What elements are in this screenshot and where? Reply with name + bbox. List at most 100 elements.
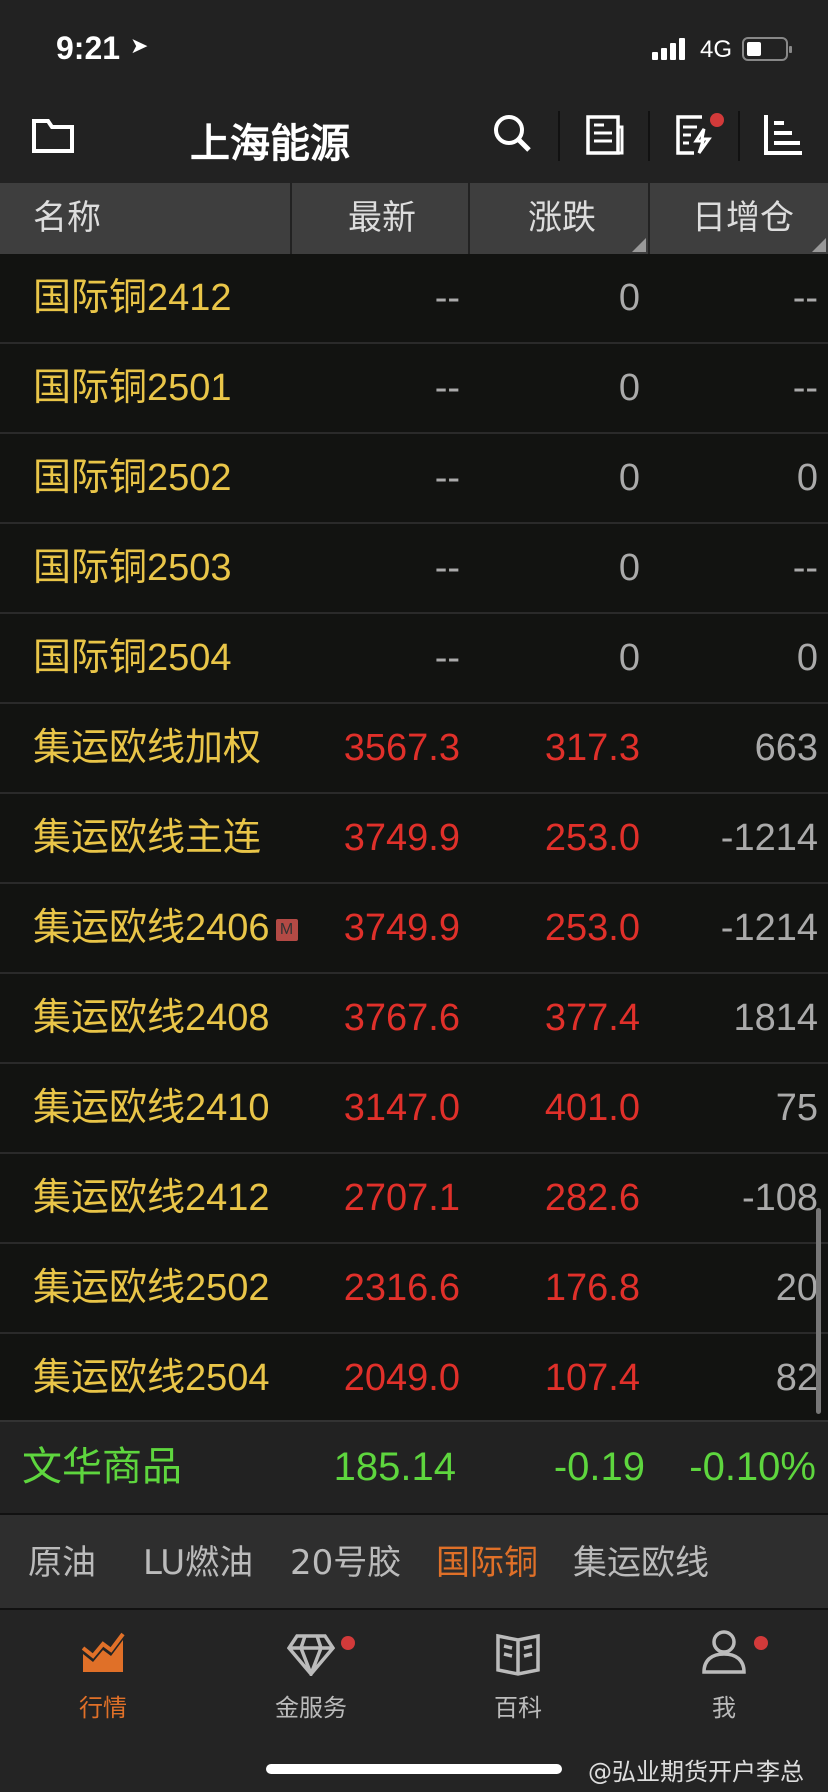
index-change: -0.19	[553, 1445, 645, 1489]
table-row[interactable]: 集运欧线加权 3567.3 317.3 663	[0, 704, 828, 794]
table-row[interactable]: 集运欧线2502 2316.6 176.8 20	[0, 1244, 828, 1334]
contract-name: 集运欧线2410	[33, 1087, 270, 1129]
table-row[interactable]: 集运欧线2412 2707.1 282.6 -108	[0, 1154, 828, 1244]
latest-price: 3567.3	[343, 727, 460, 769]
table-row[interactable]: 集运欧线2406 M 3749.9 253.0 -1214	[0, 884, 828, 974]
table-row[interactable]: 国际铜2412 -- 0 --	[0, 254, 828, 344]
table-row[interactable]: 国际铜2503 -- 0 --	[0, 524, 828, 614]
daily-oi-change: --	[792, 277, 818, 319]
price-change: 0	[618, 457, 640, 499]
contract-name: 集运欧线2504	[33, 1357, 270, 1399]
nav-item[interactable]: 百科	[458, 1628, 578, 1723]
sort-indicator-icon	[632, 238, 646, 252]
table-row[interactable]: 集运欧线2408 3767.6 377.4 1814	[0, 974, 828, 1064]
nav-item[interactable]: 行情	[43, 1628, 163, 1723]
latest-price: --	[434, 367, 460, 409]
category-tab[interactable]: 集运欧线	[573, 1543, 709, 1583]
table-row[interactable]: 国际铜2504 -- 0 0	[0, 614, 828, 704]
daily-oi-change: --	[792, 367, 818, 409]
bottom-nav: 行情 金服务 百科 我	[0, 1610, 828, 1792]
contract-name: 国际铜2412	[33, 277, 232, 319]
header-latest[interactable]: 最新	[292, 183, 470, 254]
quote-list: 国际铜2412 -- 0 -- 国际铜2501 -- 0 -- 国际铜2502 --…	[0, 254, 828, 1424]
price-change: 0	[618, 367, 640, 409]
price-change: 0	[618, 547, 640, 589]
latest-price: 3767.6	[343, 997, 460, 1039]
latest-price: 2049.0	[343, 1357, 460, 1399]
ranking-icon[interactable]	[760, 111, 806, 157]
nav-label: 金服务	[275, 1694, 347, 1722]
price-change: 282.6	[544, 1177, 640, 1219]
diamond-icon	[287, 1634, 335, 1676]
category-tab[interactable]: 国际铜	[436, 1543, 538, 1583]
table-row[interactable]: 集运欧线2410 3147.0 401.0 75	[0, 1064, 828, 1154]
header-change[interactable]: 涨跌	[470, 183, 650, 254]
nav-item[interactable]: 我	[664, 1628, 784, 1723]
category-tab[interactable]: LU燃油	[143, 1543, 254, 1583]
signal-icon	[652, 38, 685, 60]
contract-name: 国际铜2501	[33, 367, 232, 409]
news-icon[interactable]	[582, 111, 628, 157]
daily-oi-change: -108	[741, 1177, 818, 1219]
contract-name: 国际铜2504	[33, 637, 232, 679]
index-summary-bar[interactable]: 文华商品 185.14 -0.19 -0.10%	[0, 1420, 828, 1513]
contract-name: 集运欧线加权	[33, 727, 262, 769]
contract-name: 集运欧线2412	[33, 1177, 270, 1219]
category-tab[interactable]: 原油	[28, 1543, 96, 1583]
daily-oi-change: --	[792, 547, 818, 589]
price-change: 317.3	[544, 727, 640, 769]
battery-icon	[742, 37, 792, 61]
latest-price: 2707.1	[343, 1177, 460, 1219]
watermark: @弘业期货开户李总	[588, 1758, 804, 1786]
daily-oi-change: 20	[775, 1267, 818, 1309]
price-change: 401.0	[544, 1087, 640, 1129]
price-change: 176.8	[544, 1267, 640, 1309]
status-time: 9:21	[56, 30, 121, 66]
contract-name: 国际铜2502	[33, 457, 232, 499]
encyclopedia-book-icon	[496, 1633, 540, 1676]
contract-name: 集运欧线主连	[33, 817, 262, 859]
latest-price: 3749.9	[343, 817, 460, 859]
nav-label: 百科	[494, 1694, 542, 1722]
nav-item[interactable]: 金服务	[251, 1628, 371, 1723]
index-value: 185.14	[333, 1445, 456, 1489]
sort-indicator-icon	[812, 238, 826, 252]
daily-oi-change: 1814	[733, 997, 818, 1039]
table-row[interactable]: 国际铜2502 -- 0 0	[0, 434, 828, 524]
network-type: 4G	[700, 36, 733, 63]
scrollbar[interactable]	[816, 1208, 821, 1414]
latest-price: --	[434, 457, 460, 499]
daily-oi-change: 82	[775, 1357, 818, 1399]
index-change-pct: -0.10%	[689, 1445, 816, 1489]
contract-name: 集运欧线2502	[33, 1267, 270, 1309]
price-change: 253.0	[544, 907, 640, 949]
table-row[interactable]: 集运欧线主连 3749.9 253.0 -1214	[0, 794, 828, 884]
location-icon: ➤	[130, 34, 149, 59]
market-chart-icon	[81, 1632, 125, 1672]
main-contract-badge: M	[275, 918, 298, 941]
latest-price: --	[434, 277, 460, 319]
top-bar: 上海能源	[0, 91, 828, 183]
table-row[interactable]: 集运欧线2504 2049.0 107.4 82	[0, 1334, 828, 1424]
flash-report-icon[interactable]	[672, 111, 718, 157]
daily-oi-change: 0	[796, 637, 818, 679]
latest-price: --	[434, 547, 460, 589]
header-name[interactable]: 名称	[0, 183, 292, 254]
latest-price: --	[434, 637, 460, 679]
search-icon[interactable]	[490, 111, 536, 157]
nav-label: 我	[712, 1694, 736, 1722]
daily-oi-change: 0	[796, 457, 818, 499]
header-open-interest[interactable]: 日增仓	[650, 183, 828, 254]
latest-price: 2316.6	[343, 1267, 460, 1309]
notification-dot	[754, 1636, 768, 1650]
index-name: 文华商品	[22, 1445, 182, 1489]
table-row[interactable]: 国际铜2501 -- 0 --	[0, 344, 828, 434]
home-indicator	[266, 1764, 562, 1774]
notification-dot	[341, 1636, 355, 1650]
category-tab[interactable]: 20号胶	[290, 1543, 402, 1583]
contract-name: 国际铜2503	[33, 547, 232, 589]
price-change: 107.4	[544, 1357, 640, 1399]
contract-name: 集运欧线2408	[33, 997, 270, 1039]
price-change: 0	[618, 277, 640, 319]
folder-icon[interactable]	[30, 111, 76, 157]
